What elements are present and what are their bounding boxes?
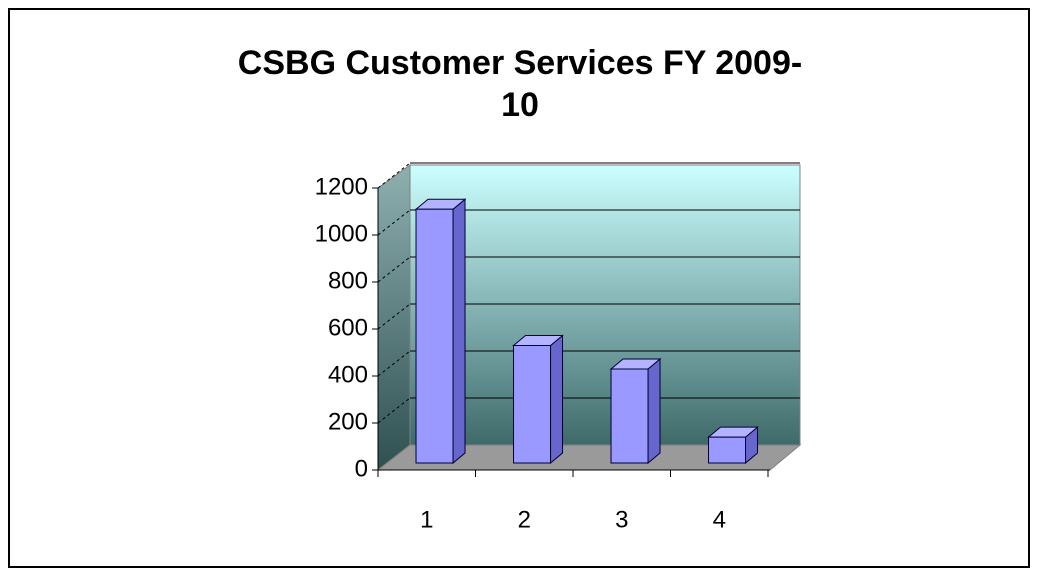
x-tick-label: 4 bbox=[713, 506, 726, 533]
x-tick-label: 3 bbox=[615, 506, 628, 533]
x-tick-label: 1 bbox=[420, 506, 433, 533]
grid-line bbox=[377, 397, 411, 424]
bar bbox=[708, 436, 747, 464]
y-tick-label: 800 bbox=[328, 267, 368, 294]
chart-title: CSBG Customer Services FY 2009-10 bbox=[237, 44, 803, 124]
bar-side bbox=[452, 198, 466, 465]
bar bbox=[610, 368, 649, 464]
y-tick-label: 0 bbox=[355, 455, 368, 482]
grid-line bbox=[377, 162, 411, 189]
bar bbox=[513, 345, 552, 464]
side-wall bbox=[377, 164, 411, 472]
grid-line bbox=[377, 209, 411, 236]
y-tick-label: 600 bbox=[328, 314, 368, 341]
y-tick-label: 1200 bbox=[315, 173, 368, 200]
grid-line bbox=[377, 303, 411, 330]
grid-line bbox=[377, 350, 411, 377]
chart: 0 200 400 600 800 1000 1200 1 2 3 4 bbox=[315, 162, 802, 533]
bar-side bbox=[647, 357, 661, 465]
bar-side bbox=[550, 334, 564, 465]
x-tick-label: 2 bbox=[518, 506, 531, 533]
y-tick-label: 1000 bbox=[315, 220, 368, 247]
y-tick-label: 200 bbox=[328, 408, 368, 435]
grid-line bbox=[377, 256, 411, 283]
y-tick-label: 400 bbox=[328, 361, 368, 388]
back-wall bbox=[409, 164, 801, 446]
bar bbox=[415, 208, 454, 464]
